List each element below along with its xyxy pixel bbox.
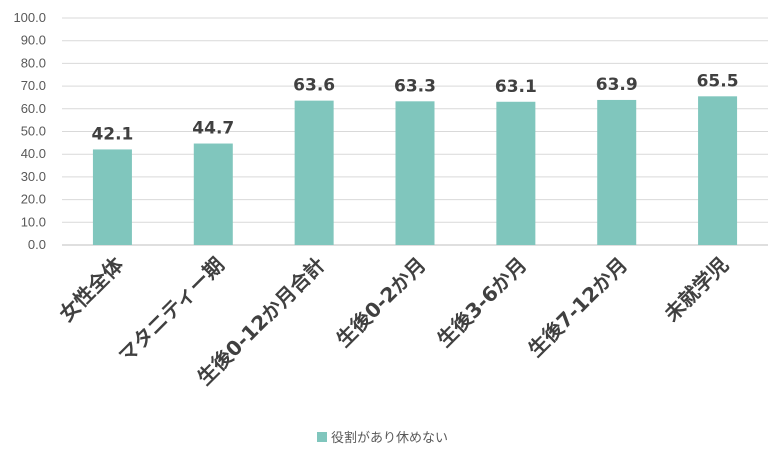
data-label: 63.9: [596, 75, 638, 95]
bar: [193, 143, 233, 245]
category-label: 未就学児: [660, 253, 734, 327]
category-label: マタニティー期: [114, 253, 229, 368]
bars: [92, 96, 738, 246]
legend-swatch: [317, 432, 327, 442]
legend: 役割があり休めない: [317, 430, 448, 446]
data-label: 63.3: [394, 76, 436, 96]
data-label: 44.7: [192, 119, 234, 139]
y-axis-ticks: 0.0 10.0 20.0 30.0 40.0 50.0 60.0 70.0 80.0 90.0 1…: [13, 10, 46, 252]
y-tick-label: 10.0: [21, 214, 46, 229]
y-tick-label: 30.0: [21, 169, 46, 184]
bar: [597, 99, 637, 246]
y-tick-label: 100.0: [13, 10, 46, 25]
legend-label: 役割があり休めない: [331, 430, 448, 446]
bar: [496, 101, 536, 245]
y-tick-label: 70.0: [21, 78, 46, 93]
bar: [698, 96, 738, 245]
data-label: 42.1: [91, 124, 133, 144]
y-tick-label: 80.0: [21, 55, 46, 70]
y-tick-label: 60.0: [21, 101, 46, 116]
category-label: 生後7-12か月: [523, 253, 632, 362]
bar: [395, 101, 435, 246]
category-label: 女性全体: [54, 252, 128, 326]
y-tick-label: 20.0: [21, 192, 46, 207]
category-label: 生後3-6か月: [432, 253, 531, 352]
data-label: 65.5: [697, 71, 739, 91]
y-tick-label: 90.0: [21, 33, 46, 48]
category-label: 生後0-2か月: [331, 253, 430, 352]
bar: [294, 100, 334, 246]
y-tick-label: 50.0: [21, 124, 46, 139]
y-tick-label: 40.0: [21, 146, 46, 161]
data-label: 63.1: [495, 77, 537, 97]
data-label: 63.6: [293, 76, 335, 96]
bar: [92, 149, 132, 245]
y-tick-label: 0.0: [28, 237, 46, 252]
data-labels: 42.1 44.7 63.6 63.3 63.1 63.9 65.5: [91, 71, 738, 144]
